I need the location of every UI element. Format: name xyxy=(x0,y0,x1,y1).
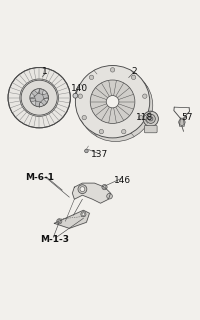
Text: M-6-1: M-6-1 xyxy=(25,172,53,181)
Circle shape xyxy=(80,212,86,217)
Circle shape xyxy=(80,187,84,192)
Bar xyxy=(35,101,40,107)
Bar xyxy=(38,89,43,94)
Text: 1: 1 xyxy=(42,68,48,76)
Circle shape xyxy=(89,75,93,80)
Text: 140: 140 xyxy=(70,84,88,92)
Text: 2: 2 xyxy=(131,67,137,76)
Bar xyxy=(30,97,36,102)
Polygon shape xyxy=(54,210,89,228)
Ellipse shape xyxy=(90,80,134,124)
Circle shape xyxy=(99,129,103,134)
Text: 57: 57 xyxy=(180,113,192,122)
Ellipse shape xyxy=(8,68,70,128)
Circle shape xyxy=(84,149,88,153)
Circle shape xyxy=(58,220,60,223)
Circle shape xyxy=(73,93,77,98)
Ellipse shape xyxy=(75,66,149,138)
Circle shape xyxy=(78,185,86,194)
Circle shape xyxy=(142,111,158,126)
Text: M-1-3: M-1-3 xyxy=(40,235,68,244)
Circle shape xyxy=(131,75,135,80)
Ellipse shape xyxy=(106,96,118,108)
Circle shape xyxy=(82,116,86,120)
Bar xyxy=(42,93,48,99)
Text: 146: 146 xyxy=(113,176,131,185)
Circle shape xyxy=(121,129,125,134)
Circle shape xyxy=(145,114,155,124)
Ellipse shape xyxy=(21,80,57,115)
Text: 137: 137 xyxy=(90,150,108,159)
Circle shape xyxy=(178,119,184,125)
Circle shape xyxy=(78,94,82,98)
Circle shape xyxy=(56,219,62,224)
Ellipse shape xyxy=(30,89,48,107)
Circle shape xyxy=(101,185,107,190)
Circle shape xyxy=(138,116,142,120)
Circle shape xyxy=(110,68,114,72)
Text: 118: 118 xyxy=(135,113,153,122)
Circle shape xyxy=(103,186,105,188)
Polygon shape xyxy=(72,183,110,203)
Ellipse shape xyxy=(78,69,152,141)
Circle shape xyxy=(142,94,146,98)
Circle shape xyxy=(82,213,84,216)
Circle shape xyxy=(106,193,112,199)
Ellipse shape xyxy=(34,93,44,102)
FancyBboxPatch shape xyxy=(144,125,156,133)
Bar xyxy=(40,99,47,105)
Circle shape xyxy=(148,117,152,121)
Bar xyxy=(31,90,38,96)
